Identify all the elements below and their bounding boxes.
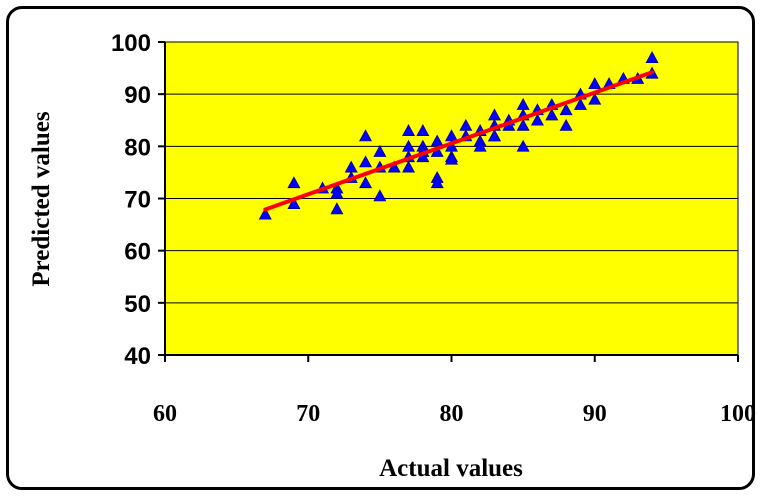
data-point <box>530 113 544 126</box>
data-point <box>588 92 602 105</box>
fit-line <box>263 70 655 212</box>
data-point <box>287 197 301 210</box>
data-point <box>573 97 587 110</box>
axes <box>158 41 739 362</box>
x-tick-label: 70 <box>296 401 320 427</box>
data-point <box>588 77 602 90</box>
data-point <box>359 176 373 189</box>
data-point <box>402 160 416 173</box>
tick-labels: 40 50 60 70 80 90 100 60 70 80 90 100 <box>111 30 756 427</box>
y-tick-label: 70 <box>124 187 151 214</box>
y-tick-label: 60 <box>124 239 151 266</box>
data-point <box>416 124 430 136</box>
data-point <box>359 155 373 168</box>
x-tick-label: 100 <box>720 401 756 427</box>
data-point <box>487 129 501 142</box>
data-point <box>545 108 559 121</box>
data-point <box>430 176 444 189</box>
data-point <box>559 118 573 131</box>
data-point <box>402 124 416 136</box>
data-point <box>559 103 573 116</box>
data-point <box>287 176 301 189</box>
y-tick-label: 90 <box>124 82 151 109</box>
x-tick-label: 60 <box>153 401 177 427</box>
y-tick-label: 80 <box>124 134 151 161</box>
data-point <box>359 129 373 142</box>
x-tick-label: 80 <box>440 401 464 427</box>
data-point <box>516 139 530 152</box>
data-point <box>330 186 344 199</box>
data-point <box>516 118 530 131</box>
data-point <box>373 144 387 157</box>
x-tick-label: 90 <box>583 401 607 427</box>
data-point <box>645 51 659 63</box>
y-tick-label: 50 <box>124 291 151 318</box>
y-tick-label: 100 <box>111 30 151 57</box>
y-axis-title: Predicted values <box>28 111 55 286</box>
gridlines <box>165 41 738 304</box>
data-point <box>373 189 387 202</box>
data-point <box>444 152 459 165</box>
y-tick-label: 40 <box>124 343 151 370</box>
data-point <box>473 139 487 152</box>
fit-line-layer <box>263 70 655 212</box>
data-point <box>330 202 344 215</box>
x-axis-title: Actual values <box>379 455 523 482</box>
data-point <box>258 207 272 220</box>
